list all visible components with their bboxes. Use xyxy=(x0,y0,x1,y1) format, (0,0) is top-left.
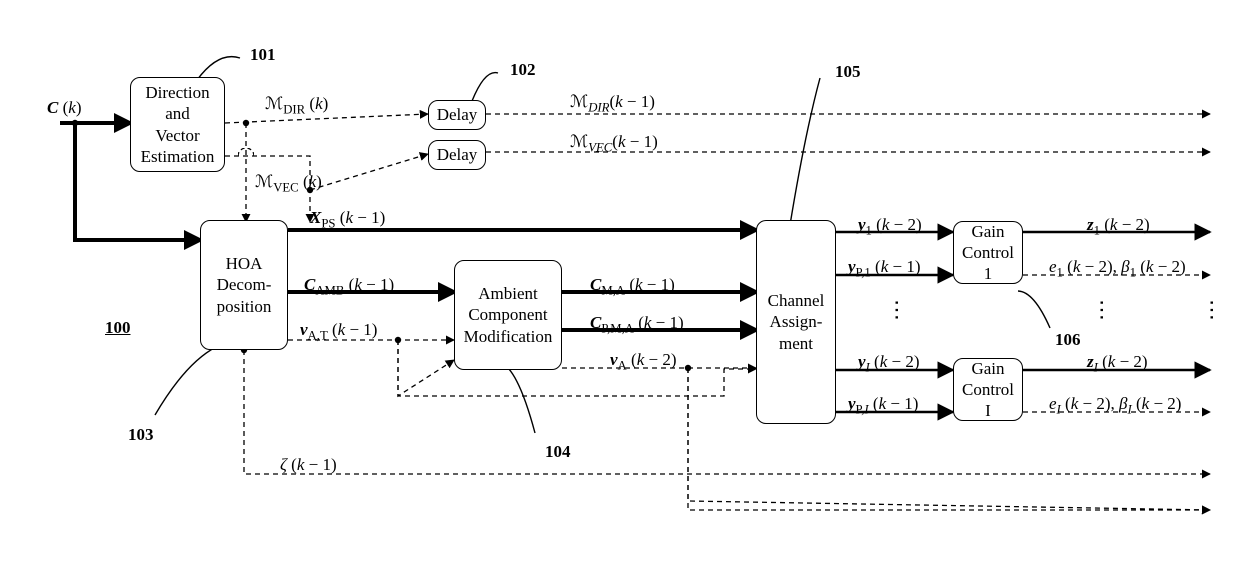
ref-r100: 100 xyxy=(105,318,131,338)
block-b106a: GainControl1 xyxy=(953,221,1023,284)
ref-r103: 103 xyxy=(128,425,154,445)
label-vAT: vA,T (k − 1) xyxy=(300,320,377,343)
ref-r104: 104 xyxy=(545,442,571,462)
ref-r101: 101 xyxy=(250,45,276,65)
ellipsis-3: ⋯ xyxy=(1089,299,1115,323)
label-zI: zI (k − 2) xyxy=(1087,352,1148,375)
label-yI: yI (k − 2) xyxy=(858,352,920,375)
ref-r105: 105 xyxy=(835,62,861,82)
label-e1: e1 (k − 2), β1 (k − 2) xyxy=(1049,257,1186,280)
ellipsis-1: ⋯ xyxy=(884,299,910,323)
block-b105: ChannelAssign-ment xyxy=(756,220,836,424)
label-vA: vA (k − 2) xyxy=(610,350,676,373)
ref-r102: 102 xyxy=(510,60,536,80)
label-MdirK1: ℳDIR(k − 1) xyxy=(570,92,655,115)
ellipsis-2: ⋯ xyxy=(1199,299,1225,323)
label-Ck: C (k) xyxy=(47,98,81,118)
block-b101: DirectionandVectorEstimation xyxy=(130,77,225,172)
block-b106b: GainControlI xyxy=(953,358,1023,421)
label-eI: eI (k − 2), βI (k − 2) xyxy=(1049,394,1181,417)
label-Camb: CAMB (k − 1) xyxy=(304,275,394,298)
label-yP1: yP,1 (k − 1) xyxy=(848,257,921,280)
label-Mvec: ℳVEC (k) xyxy=(255,172,322,195)
label-y1: y1 (k − 2) xyxy=(858,215,922,238)
ref-r106: 106 xyxy=(1055,330,1081,350)
block-b103: HOADecom-position xyxy=(200,220,288,350)
label-Mdir: ℳDIR (k) xyxy=(265,94,328,117)
label-yPI: yP,I (k − 1) xyxy=(848,394,918,417)
block-b104: AmbientComponentModification xyxy=(454,260,562,370)
label-MvecK1: ℳVEC(k − 1) xyxy=(570,132,658,155)
label-Xps: XPS (k − 1) xyxy=(310,208,385,231)
block-b102a: Delay xyxy=(428,100,486,130)
label-z1: z1 (k − 2) xyxy=(1087,215,1150,238)
label-zeta: ζ (k − 1) xyxy=(280,455,337,475)
label-Cpma: CP,M,A (k − 1) xyxy=(590,313,684,336)
block-b102b: Delay xyxy=(428,140,486,170)
label-Cma: CM,A (k − 1) xyxy=(590,275,675,298)
